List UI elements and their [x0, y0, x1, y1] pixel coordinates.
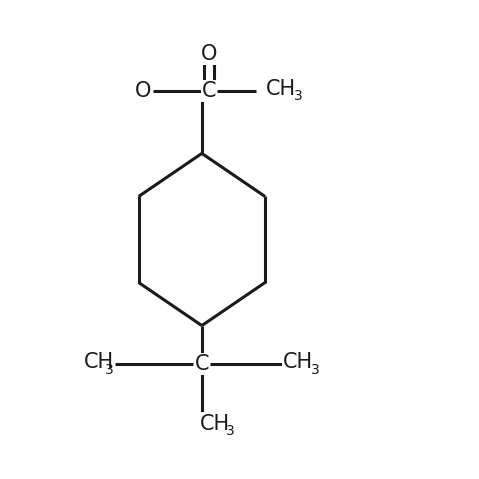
Text: CH: CH [265, 80, 296, 99]
Text: C: C [202, 81, 216, 101]
Text: C: C [194, 354, 209, 374]
Text: 3: 3 [226, 424, 235, 438]
Text: 3: 3 [311, 363, 320, 377]
Text: O: O [135, 81, 151, 101]
Text: CH: CH [283, 353, 313, 372]
Text: 3: 3 [294, 89, 302, 103]
Text: CH: CH [199, 413, 229, 433]
Text: O: O [201, 44, 217, 64]
Text: CH: CH [84, 353, 114, 372]
Text: 3: 3 [105, 363, 114, 377]
